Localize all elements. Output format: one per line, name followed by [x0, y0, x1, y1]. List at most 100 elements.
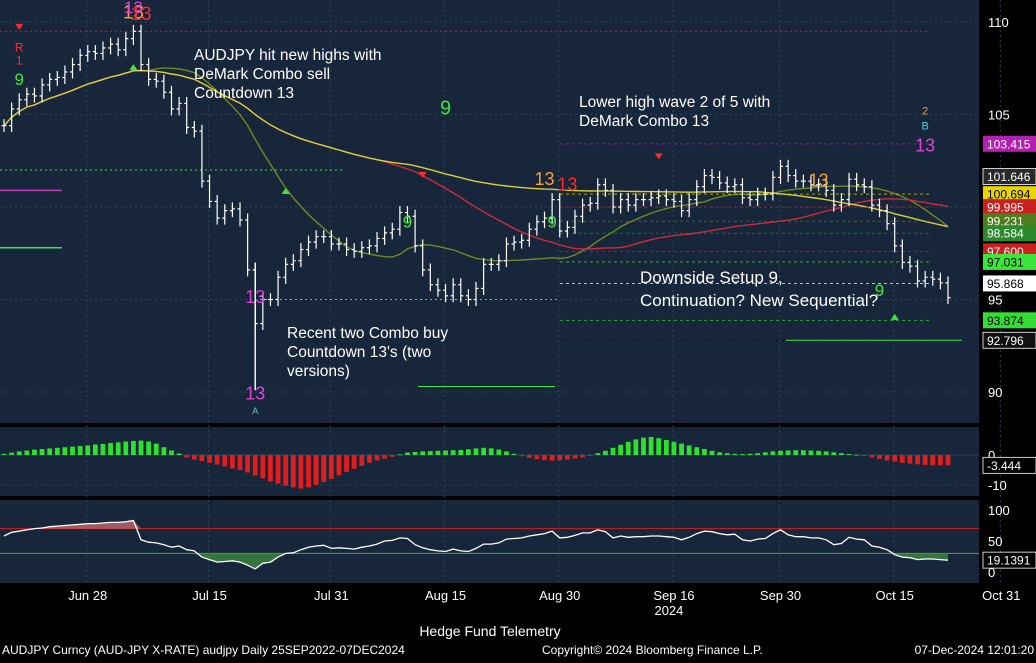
oscillator-bar-68	[511, 453, 517, 455]
annotation-line-8: Recent two Combo buy	[287, 325, 448, 342]
oscillator-bar-50	[374, 455, 380, 461]
footer-timestamp: 07-Dec-2024 12:01:20	[915, 643, 1035, 657]
annotation-line-10: versions)	[287, 363, 350, 380]
oscillator-bar-89	[671, 441, 677, 455]
oscillator-bar-41	[306, 455, 311, 488]
td-mark-12: 13	[245, 383, 265, 403]
oscillator-bar-43	[321, 455, 327, 482]
oscillator-bar-28	[207, 455, 212, 463]
oscillator-bar-77	[580, 455, 585, 458]
level-box-2	[982, 168, 1036, 185]
oscillator-bar-48	[359, 455, 365, 466]
oscillator-bar-12	[85, 445, 91, 455]
rsi-y-tick-3: 0	[988, 565, 995, 580]
oscillator-bar-56	[420, 451, 426, 455]
price-bars	[1, 24, 951, 391]
td-mark-4: 13	[130, 4, 151, 25]
x-tick-1: Jun 28	[68, 588, 107, 603]
oscillator-bar-107	[808, 450, 814, 455]
oscillator-bar-4	[24, 450, 30, 455]
rsi-path	[3, 519, 949, 570]
annotation-line-5: DeMark Combo 13	[579, 113, 709, 130]
x-tick-2: Jul 15	[192, 588, 227, 603]
oscillator-bar-18	[131, 440, 136, 455]
oscillator-bar-7	[47, 448, 53, 455]
buy-arrow-1	[129, 64, 138, 71]
oscillator-bar-116	[877, 455, 882, 459]
oscillator-bar-71	[534, 455, 540, 460]
oscillator-bar-93	[701, 449, 707, 455]
price-y-tick-1: 110	[988, 15, 1009, 30]
sell-arrow-3	[654, 153, 663, 160]
oscillator-bar-70	[526, 455, 532, 458]
rsi-panel	[0, 500, 979, 583]
rsi-overbought-fill	[4, 520, 948, 529]
level-box-4	[983, 199, 1036, 216]
td-mark-13: 13	[809, 171, 829, 191]
oscillator-bar-47	[351, 455, 357, 469]
oscillator-bar-45	[336, 455, 342, 476]
oscillator-bar-46	[344, 455, 349, 472]
oscillator-bar-101	[762, 452, 768, 455]
td-mark-18: B	[921, 120, 928, 132]
oscillator-bar-1	[1, 453, 7, 455]
oscillator-bar-37	[275, 455, 281, 484]
rsi-y-tick-2: 50	[988, 534, 1002, 549]
oscillator-bar-74	[557, 455, 563, 461]
oscillator-panel	[0, 427, 979, 496]
oscillator-bar-57	[427, 451, 433, 455]
annotation-line-4: Lower high wave 2 of 5 with	[579, 94, 770, 111]
footer-center: Hedge Fund Telemetry	[419, 623, 560, 639]
td-mark-6: 9	[14, 70, 23, 89]
oscillator-bar-66	[496, 449, 502, 455]
oscillator-bar-27	[199, 455, 205, 461]
level-labels: 103.415101.646100.69499.99599.23198.5849…	[982, 135, 1036, 349]
oscillator-bar-115	[869, 455, 875, 458]
td-mark-19: A	[252, 406, 258, 416]
x-tick-4: Aug 15	[425, 588, 466, 603]
oscillator-bar-85	[641, 437, 646, 455]
oscillator-bar-111	[839, 453, 844, 455]
level-label-10: 93.874	[987, 314, 1024, 328]
oscillator-bar-69	[519, 455, 525, 457]
osc-y-tick-2: -10	[988, 478, 1007, 493]
oscillator-bar-22	[161, 447, 167, 455]
ma-long-line	[3, 69, 949, 228]
oscillator-bar-19	[138, 440, 144, 455]
oscillator-bar-124	[937, 455, 943, 466]
oscillator-bar-15	[108, 443, 113, 455]
level-box-6	[983, 225, 1036, 242]
oscillator-bar-13	[92, 444, 98, 455]
oscillator-bar-72	[542, 455, 547, 461]
price-y-tick-2: 105	[988, 108, 1010, 123]
oscillator-bar-76	[572, 455, 578, 459]
td-mark-16: 13	[915, 136, 935, 156]
oscillator-bar-114	[861, 455, 867, 456]
oscillator-bar-10	[70, 446, 75, 455]
oscillator-bar-23	[169, 450, 174, 455]
oscillator-bar-59	[443, 450, 448, 455]
oscillator-bar-33	[245, 455, 251, 473]
oscillator-bar-79	[595, 453, 601, 455]
oscillator-bar-25	[184, 455, 190, 458]
price-y-tick-4: 95	[988, 293, 1002, 308]
oscillator-bar-75	[564, 455, 570, 460]
oscillator-bar-104	[785, 450, 791, 455]
oscillator-bar-55	[412, 452, 418, 455]
annotations: AUDJPY hit new highs with DeMark Combo s…	[194, 47, 878, 380]
oscillator-bar-9	[62, 447, 68, 455]
td-mark-8: 9	[440, 98, 451, 120]
level-label-1: 103.415	[987, 137, 1031, 151]
oscillator-bar-122	[922, 455, 928, 465]
oscillator-bar-97	[732, 453, 738, 455]
oscillator-bar-99	[747, 453, 753, 455]
oscillator-bar-20	[146, 441, 152, 455]
oscillator-bar-73	[549, 455, 555, 461]
oscillator-bar-6	[39, 449, 45, 455]
sell-arrow-1	[15, 23, 24, 30]
oscillator-bar-113	[854, 454, 860, 456]
oscillator-bar-52	[389, 455, 395, 457]
osc-last-box	[982, 456, 1036, 474]
oscillator-bar-98	[740, 454, 745, 455]
oscillator-bar-40	[298, 455, 304, 489]
